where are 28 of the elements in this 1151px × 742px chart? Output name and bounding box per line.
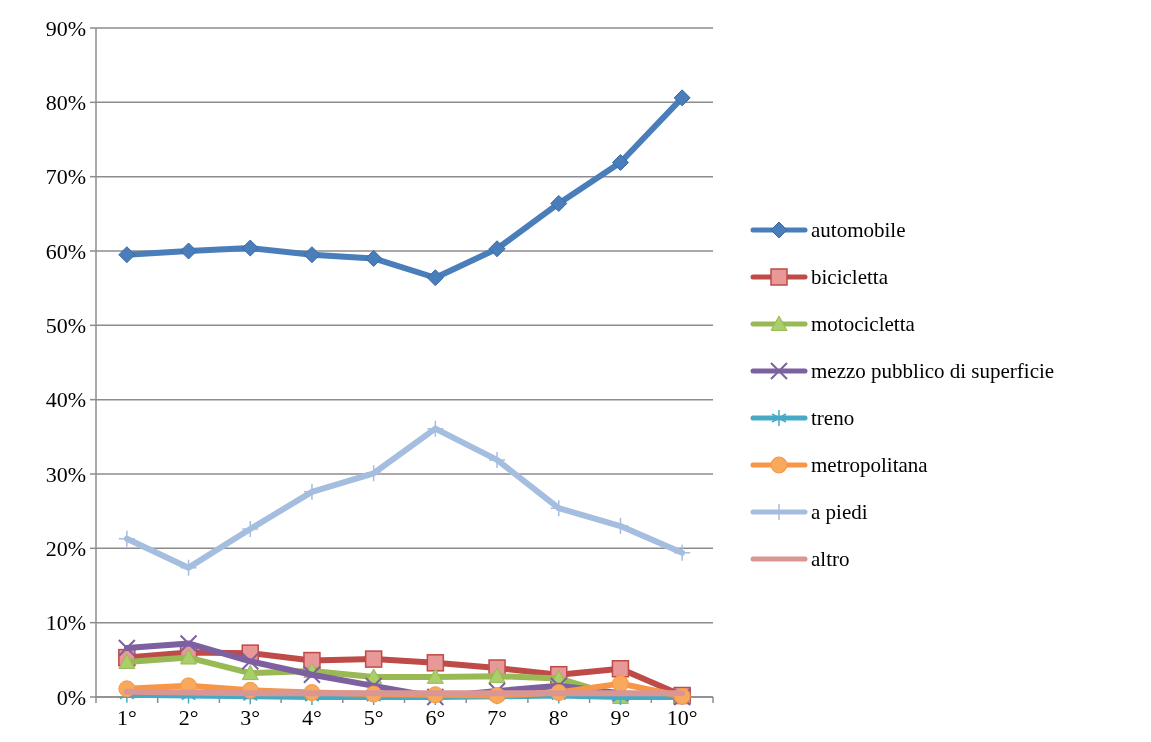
x-tick-label: 7° [487, 705, 507, 730]
y-tick-label: 10% [45, 610, 86, 636]
y-tick-label: 90% [45, 15, 86, 41]
x-tick-label: 3° [240, 705, 261, 730]
y-tick-label: 0% [56, 684, 86, 710]
x-tick-label: 2° [178, 705, 199, 730]
y-tick-label: 30% [45, 461, 86, 487]
x-tick-label: 1° [116, 705, 137, 730]
y-tick-label: 50% [45, 313, 86, 339]
legend-label: automobile [811, 218, 906, 243]
x-tick-label: 8° [548, 705, 569, 730]
x-tick-label: 9° [610, 705, 631, 730]
y-tick-label: 70% [45, 164, 86, 190]
legend-label: altro [811, 547, 850, 572]
legend-label: mezzo pubblico di superficie [811, 359, 1055, 384]
y-tick-label: 80% [45, 90, 86, 116]
x-tick-label: 4° [302, 705, 322, 730]
y-tick-label: 40% [45, 387, 86, 413]
y-tick-label: 60% [45, 238, 86, 264]
legend-label: motocicletta [811, 312, 916, 337]
x-tick-label: 6° [425, 705, 446, 730]
x-tick-label: 5° [363, 705, 384, 730]
legend-label: treno [811, 406, 855, 431]
y-tick-label: 20% [45, 536, 86, 562]
legend-label: a piedi [811, 500, 868, 525]
legend-label: bicicletta [811, 265, 889, 290]
legend-label: metropolitana [811, 453, 929, 478]
x-tick-label: 10° [666, 705, 698, 730]
